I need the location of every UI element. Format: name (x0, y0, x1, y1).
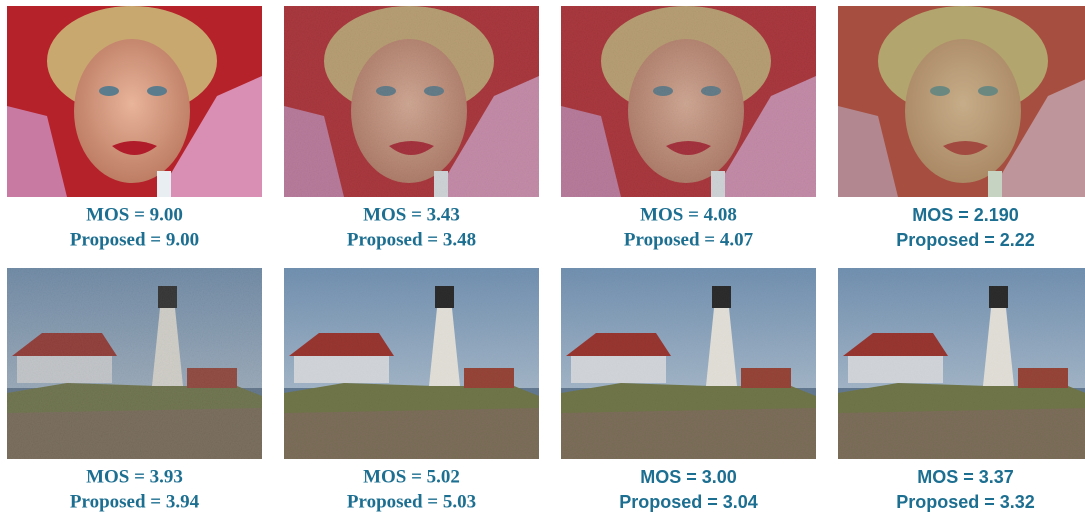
image-panel (7, 6, 262, 197)
eye (147, 86, 167, 96)
proposed-label: Proposed = 4.07 (624, 229, 754, 250)
face (74, 39, 190, 183)
posterize (838, 6, 1085, 197)
noise (561, 268, 816, 459)
figure: MOS = 9.00 Proposed = 9.00 MOS = 3.43 Propo… (0, 0, 1085, 513)
image (561, 6, 816, 197)
mos-label: MOS = 3.37 (917, 467, 1014, 487)
proposed-label: Proposed = 3.94 (70, 491, 200, 512)
image (838, 6, 1085, 197)
proposed-label: Proposed = 5.03 (347, 491, 476, 512)
image (7, 268, 262, 459)
mos-label: MOS = 3.93 (86, 466, 183, 487)
image (284, 268, 539, 459)
mos-label: MOS = 3.00 (640, 467, 737, 487)
image (561, 268, 816, 459)
image-panel (838, 6, 1085, 197)
mos-label: MOS = 2.190 (912, 205, 1019, 225)
image-panel (284, 268, 539, 459)
collar (157, 171, 171, 197)
noise (284, 268, 539, 459)
image (284, 6, 539, 197)
proposed-label: Proposed = 3.48 (347, 229, 476, 250)
image-panel (838, 268, 1085, 459)
proposed-label: Proposed = 3.32 (896, 492, 1035, 512)
noise (838, 268, 1085, 459)
eye (99, 86, 119, 96)
image (838, 268, 1085, 459)
noise (561, 6, 816, 197)
image (7, 6, 262, 197)
image-panel (561, 6, 816, 197)
mos-label: MOS = 4.08 (640, 204, 737, 225)
proposed-label: Proposed = 9.00 (70, 229, 199, 250)
mos-label: MOS = 3.43 (363, 204, 460, 225)
image-panel (7, 268, 262, 459)
noise (7, 268, 262, 459)
image-panel (284, 6, 539, 197)
proposed-label: Proposed = 3.04 (619, 492, 758, 512)
mos-label: MOS = 5.02 (363, 466, 460, 487)
proposed-label: Proposed = 2.22 (896, 230, 1035, 250)
mos-label: MOS = 9.00 (86, 204, 183, 225)
image-panel (561, 268, 816, 459)
noise (284, 6, 539, 197)
